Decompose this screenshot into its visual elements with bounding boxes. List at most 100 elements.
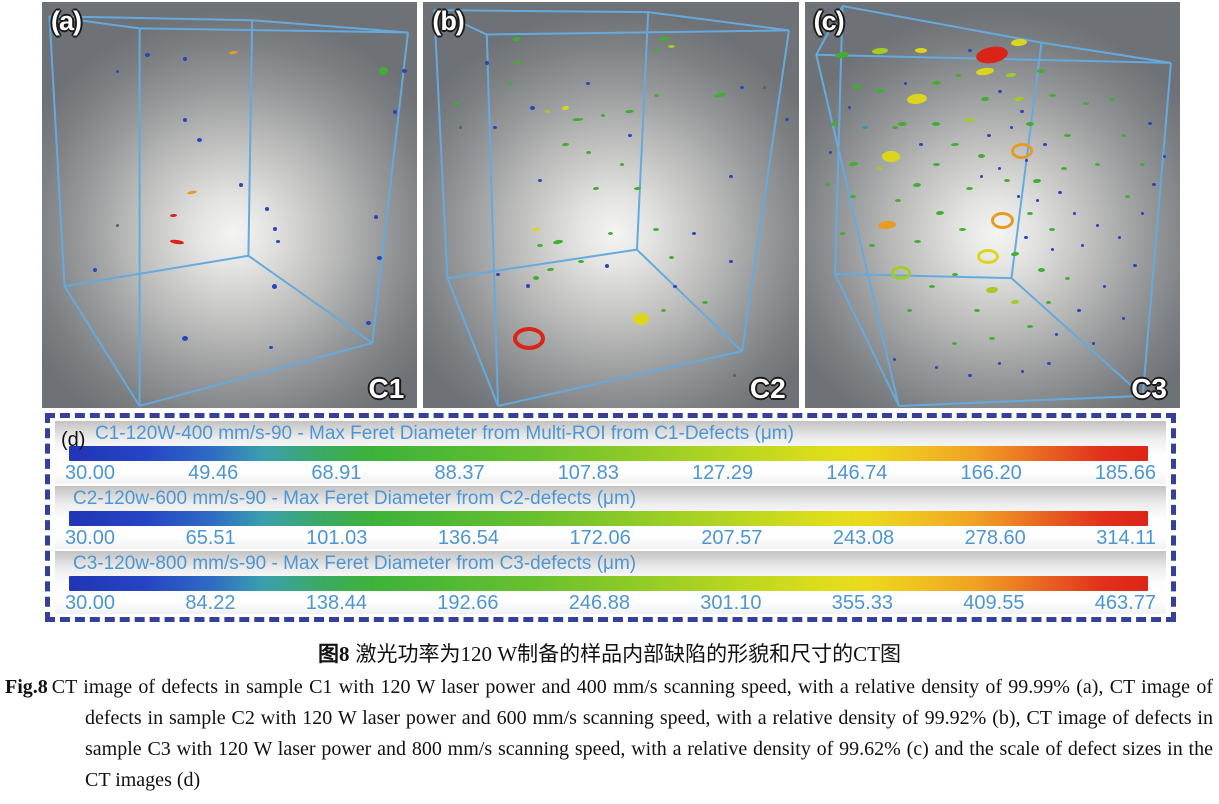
defect-blob [839, 231, 845, 235]
defect-blob [1009, 126, 1013, 130]
ct-panel-a: (a) C1 [42, 2, 418, 408]
defect-blob [891, 126, 898, 130]
defect-blob [401, 69, 407, 74]
defect-blob [144, 52, 150, 57]
panel-letter-c: (c) [813, 6, 845, 36]
ct-panels-row: (a) C1 (b) C2 (c) C3 [42, 2, 1180, 408]
defect-blob [691, 231, 696, 235]
defect-blob [1124, 195, 1130, 199]
scale-tick: 88.37 [434, 462, 485, 484]
defect-blob [850, 195, 857, 199]
defect-blob [586, 81, 591, 85]
defect-blob [729, 175, 734, 179]
defect-blob [169, 213, 177, 217]
scale-tick: 246.88 [568, 592, 630, 614]
defect-blob [1054, 333, 1058, 337]
defect-blob [182, 117, 187, 122]
wireframe-edge [498, 351, 742, 406]
defect-blob [182, 56, 187, 61]
defect-blob [272, 283, 278, 289]
caption-chinese: 图8 激光功率为120 W制备的样品内部缺陷的形貌和尺寸的CT图 [0, 638, 1219, 668]
defect-blob [1048, 93, 1056, 97]
scale-ticks-c2: 30.00 65.51 101.03 136.54 172.06 207.57 243.08… [63, 527, 1158, 550]
wireframe-edge [835, 274, 1011, 278]
scale-tick: 30.00 [65, 527, 116, 549]
wireframe-edge [742, 30, 789, 351]
wireframe-edge [252, 20, 408, 32]
defect-blob [544, 110, 550, 114]
colorbar-gradient-c1 [69, 446, 1148, 461]
scale-tick: 409.55 [963, 592, 1025, 614]
scale-tick: 30.00 [65, 462, 116, 484]
defect-blob [895, 199, 902, 203]
defect-blob [1063, 134, 1071, 138]
scale-group-c2: C2-120w-600 mm/s-90 - Max Feret Diameter… [55, 486, 1166, 549]
wireframe-edge [487, 34, 498, 405]
defect-blob [374, 215, 379, 220]
scale-tick: 243.08 [832, 527, 895, 549]
defect-blob [919, 142, 923, 146]
defect-blob [1073, 211, 1077, 215]
defect-blob [952, 341, 958, 345]
wireframe-edge [140, 343, 373, 406]
defect-blob [532, 276, 539, 281]
defect-blob [1046, 361, 1051, 365]
defect-blob [537, 179, 542, 183]
defect-blob [861, 126, 868, 130]
defect-blob [92, 267, 97, 272]
defect-blob [1020, 110, 1025, 114]
defect-blob [1118, 235, 1122, 239]
wireframe-edge [435, 10, 488, 34]
scale-tick: 65.51 [185, 527, 236, 549]
defect-blob [268, 345, 273, 349]
wireframe-edge [1142, 63, 1170, 396]
sample-label-c1: C1 [368, 373, 405, 404]
scale-tick: 127.29 [691, 462, 754, 484]
defect-blob [1122, 317, 1126, 321]
defect-blob [667, 45, 675, 49]
defect-blob [627, 134, 632, 138]
panel-letter-b: (b) [432, 6, 465, 36]
scale-tick: 30.00 [65, 592, 116, 614]
defect-blob [1037, 267, 1045, 272]
defect-blob [459, 126, 463, 130]
defect-blob [526, 284, 531, 289]
defect-blob [1095, 223, 1099, 227]
defect-blob [276, 240, 281, 244]
defect-blob [392, 109, 397, 114]
defect-blob [1057, 191, 1062, 195]
defect-blob [1094, 162, 1100, 166]
defect-blob [831, 121, 839, 126]
defect-blob [605, 263, 610, 268]
defect-blob [1037, 69, 1046, 74]
defect-blob [1121, 134, 1127, 138]
defect-blob [197, 138, 203, 143]
defect-blob [1046, 300, 1052, 304]
scale-tick: 185.66 [1094, 462, 1156, 484]
panel-letter-a: (a) [51, 6, 82, 36]
wireframe-edge [435, 10, 448, 278]
wireframe-edge [1041, 43, 1170, 63]
scale-ticks-c1: 30.00 49.46 68.91 88.37 107.83 127.29 146.74 16… [63, 462, 1158, 485]
defect-blob [1026, 325, 1033, 329]
defect-blob [955, 73, 963, 77]
defect-blob [485, 60, 490, 65]
defect-blob [653, 49, 659, 53]
defect-blob [950, 142, 959, 146]
defect-blob [763, 85, 767, 89]
scale-title-c2: C2-120w-600 mm/s-90 - Max Feret Diameter… [73, 488, 637, 509]
scale-tick: 166.20 [960, 462, 1022, 484]
defect-blob [951, 272, 958, 276]
defect-blob [1092, 341, 1096, 345]
scale-tick: 172.06 [569, 527, 631, 549]
defect-blob [881, 150, 900, 162]
defect-blob [653, 93, 659, 97]
defect-blob [1024, 158, 1028, 162]
wireframe-edge [835, 6, 843, 274]
defect-blob [1132, 264, 1137, 268]
defect-blob [1064, 276, 1070, 280]
defect-blob [181, 336, 188, 342]
wireframe-edge [248, 20, 252, 255]
defect-blob [265, 207, 270, 212]
wireframe-edge [448, 250, 638, 278]
